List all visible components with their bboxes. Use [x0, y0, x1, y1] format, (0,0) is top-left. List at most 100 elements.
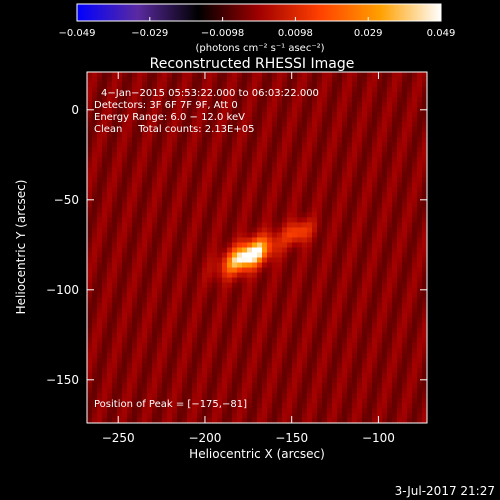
heatmap-cell: [317, 347, 323, 354]
heatmap-cell: [257, 352, 263, 359]
heatmap-cell: [347, 332, 353, 339]
heatmap-cell: [142, 272, 148, 278]
heatmap-cell: [267, 132, 273, 138]
heatmap-cell: [272, 167, 278, 173]
heatmap-cell: [112, 382, 118, 389]
heatmap-cell: [277, 347, 283, 354]
heatmap-cell: [417, 222, 423, 228]
heatmap-cell: [387, 107, 393, 113]
heatmap-cell: [392, 122, 398, 128]
heatmap-cell: [102, 232, 108, 238]
heatmap-cell: [117, 107, 123, 113]
heatmap-cell: [222, 317, 228, 324]
heatmap-cell: [177, 317, 183, 324]
heatmap-cell: [412, 357, 418, 364]
heatmap-cell: [257, 267, 263, 273]
heatmap-cell: [177, 142, 183, 148]
heatmap-cell: [317, 172, 323, 178]
heatmap-cell: [172, 337, 178, 344]
heatmap-cell: [412, 352, 418, 359]
heatmap-cell: [382, 337, 388, 344]
heatmap-cell: [212, 117, 218, 123]
heatmap-cell: [332, 217, 338, 223]
heatmap-cell: [302, 292, 308, 299]
heatmap-cell: [287, 197, 293, 203]
heatmap-cell: [122, 402, 128, 409]
heatmap-cell: [347, 217, 353, 223]
heatmap-cell: [92, 407, 98, 414]
heatmap-cell: [367, 77, 373, 83]
heatmap-cell: [107, 247, 113, 253]
heatmap-cell: [137, 172, 143, 178]
heatmap-cell: [222, 117, 228, 123]
heatmap-cell: [392, 247, 398, 253]
heatmap-cell: [202, 247, 208, 253]
heatmap-cell: [352, 127, 358, 133]
heatmap-cell: [282, 252, 288, 258]
heatmap-cell: [97, 392, 103, 399]
heatmap-cell: [257, 247, 263, 253]
heatmap-cell: [142, 237, 148, 243]
heatmap-cell: [262, 82, 268, 88]
heatmap-cell: [242, 117, 248, 123]
heatmap-cell: [262, 242, 268, 248]
heatmap-cell: [212, 182, 218, 188]
heatmap-cell: [187, 77, 193, 83]
heatmap-cell: [317, 357, 323, 364]
heatmap-cell: [267, 222, 273, 228]
heatmap-cell: [112, 412, 118, 419]
heatmap-cell: [352, 132, 358, 138]
heatmap-cell: [202, 257, 208, 263]
heatmap-cell: [367, 217, 373, 223]
heatmap-cell: [167, 112, 173, 118]
heatmap-cell: [257, 302, 263, 309]
heatmap-cell: [92, 322, 98, 329]
heatmap-cell: [282, 222, 288, 228]
heatmap-cell: [392, 392, 398, 399]
heatmap-cell: [337, 347, 343, 354]
heatmap-cell: [207, 202, 213, 208]
heatmap-cell: [92, 217, 98, 223]
heatmap-cell: [392, 187, 398, 193]
heatmap-cell: [242, 192, 248, 198]
heatmap-cell: [122, 322, 128, 329]
heatmap-cell: [297, 347, 303, 354]
y-axis-label: Heliocentric Y (arcsec): [14, 180, 28, 315]
heatmap-cell: [397, 357, 403, 364]
heatmap-cell: [152, 102, 158, 108]
heatmap-cell: [137, 132, 143, 138]
heatmap-cell: [102, 317, 108, 324]
heatmap-cell: [372, 122, 378, 128]
heatmap-cell: [357, 72, 363, 78]
heatmap-cell: [267, 392, 273, 399]
heatmap-cell: [347, 267, 353, 273]
heatmap-cell: [297, 247, 303, 253]
heatmap-cell: [92, 142, 98, 148]
heatmap-cell: [122, 107, 128, 113]
heatmap-cell: [312, 317, 318, 324]
heatmap-cell: [332, 97, 338, 103]
heatmap-cell: [342, 72, 348, 78]
heatmap-cell: [377, 192, 383, 198]
heatmap-cell: [272, 77, 278, 83]
heatmap-cell: [192, 117, 198, 123]
heatmap-cell: [267, 177, 273, 183]
heatmap-cell: [297, 97, 303, 103]
heatmap-cell: [247, 77, 253, 83]
heatmap-cell: [112, 162, 118, 168]
heatmap-cell: [422, 322, 428, 329]
heatmap-cell: [102, 262, 108, 268]
heatmap-cell: [237, 247, 243, 253]
heatmap-cell: [267, 197, 273, 203]
heatmap-cell: [197, 172, 203, 178]
heatmap-cell: [212, 172, 218, 178]
heatmap-cell: [387, 137, 393, 143]
heatmap-cell: [312, 327, 318, 334]
heatmap-cell: [132, 172, 138, 178]
heatmap-cell: [277, 312, 283, 319]
heatmap-cell: [367, 257, 373, 263]
heatmap-cell: [142, 77, 148, 83]
heatmap-cell: [347, 252, 353, 258]
heatmap-cell: [297, 282, 303, 289]
heatmap-cell: [222, 92, 228, 98]
